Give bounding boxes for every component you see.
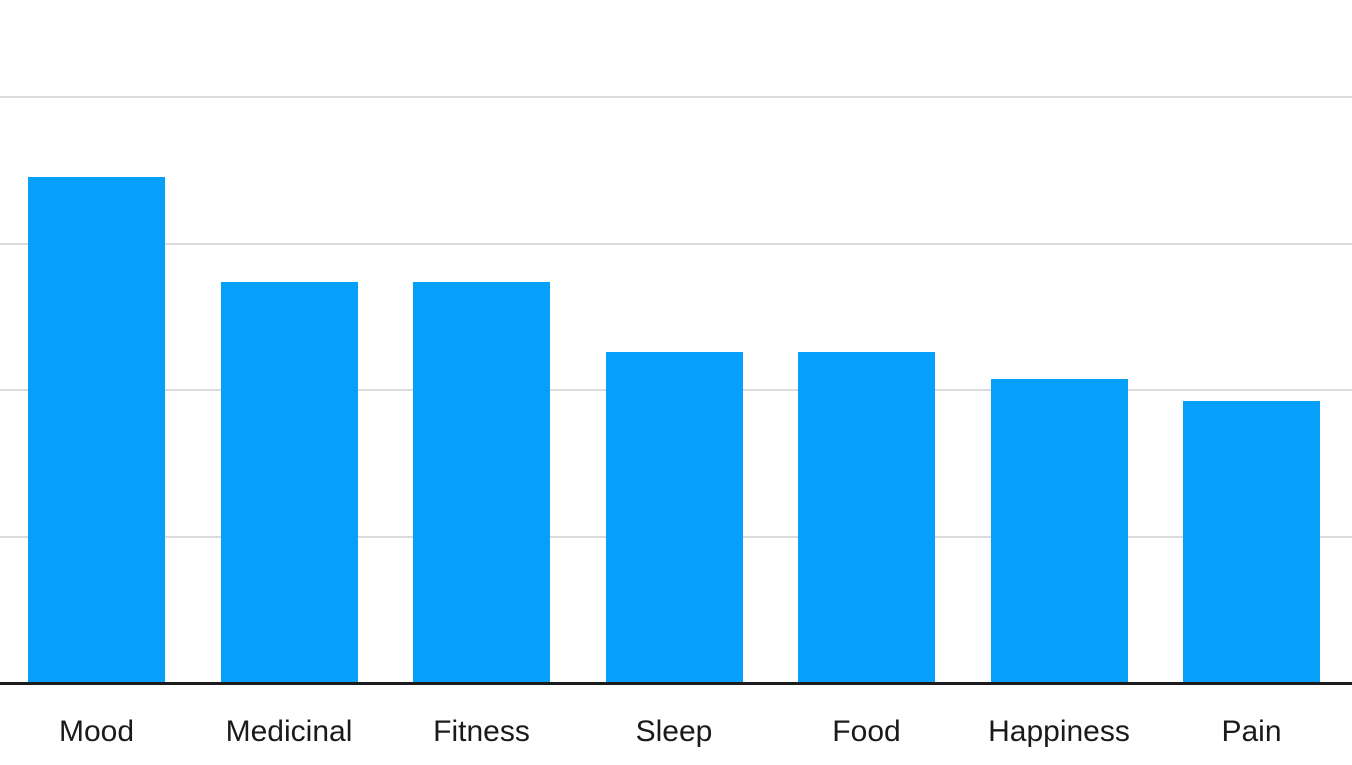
x-axis-label-happiness: Happiness xyxy=(988,715,1130,748)
x-axis-label-sleep: Sleep xyxy=(635,715,713,748)
x-axis-label-food: Food xyxy=(832,715,901,748)
x-axis-label-fitness: Fitness xyxy=(433,715,530,748)
bar-mood[interactable] xyxy=(28,176,165,682)
bar-food[interactable] xyxy=(798,352,935,682)
gridline xyxy=(0,242,1352,245)
x-axis-line xyxy=(0,682,1352,685)
x-axis-label-medicinal: Medicinal xyxy=(225,715,353,748)
x-axis-label-pain: Pain xyxy=(1221,715,1282,748)
x-axis-label-mood: Mood xyxy=(58,715,135,748)
bar-happiness[interactable] xyxy=(990,378,1128,682)
bar-medicinal[interactable] xyxy=(220,282,358,682)
bar-sleep[interactable] xyxy=(605,352,743,682)
bar-fitness[interactable] xyxy=(413,282,550,682)
bar-pain[interactable] xyxy=(1183,400,1320,682)
gridline xyxy=(0,96,1352,98)
